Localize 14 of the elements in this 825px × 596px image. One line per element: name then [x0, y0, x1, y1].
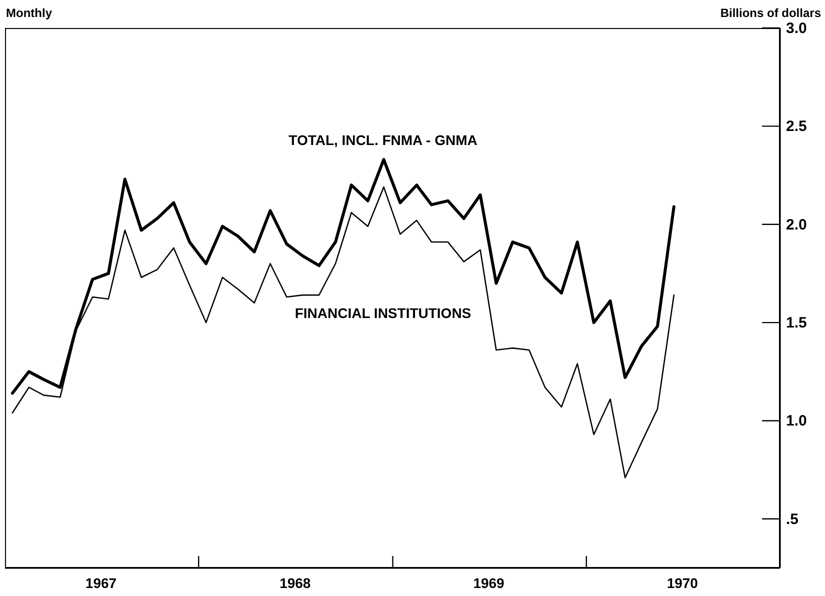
chart-subtitle: Monthly: [6, 6, 52, 20]
y-tick-label: .5: [786, 510, 799, 528]
series-label: TOTAL, INCL. FNMA - GNMA: [288, 132, 478, 148]
x-tick-label: 1970: [666, 575, 698, 591]
y-tick-label: 2.5: [786, 118, 807, 136]
x-tick-label: 1967: [85, 575, 117, 591]
y-tick-label: 1.0: [786, 412, 807, 430]
x-tick-label: 1969: [473, 575, 505, 591]
series-label: FINANCIAL INSTITUTIONS: [294, 305, 472, 321]
y-tick-label: 1.5: [786, 314, 807, 332]
y-tick-label: 2.0: [786, 216, 807, 234]
y-tick-label: 3.0: [786, 20, 807, 37]
y-axis-title: Billions of dollars: [720, 6, 821, 20]
x-tick-label: 1968: [280, 575, 311, 591]
